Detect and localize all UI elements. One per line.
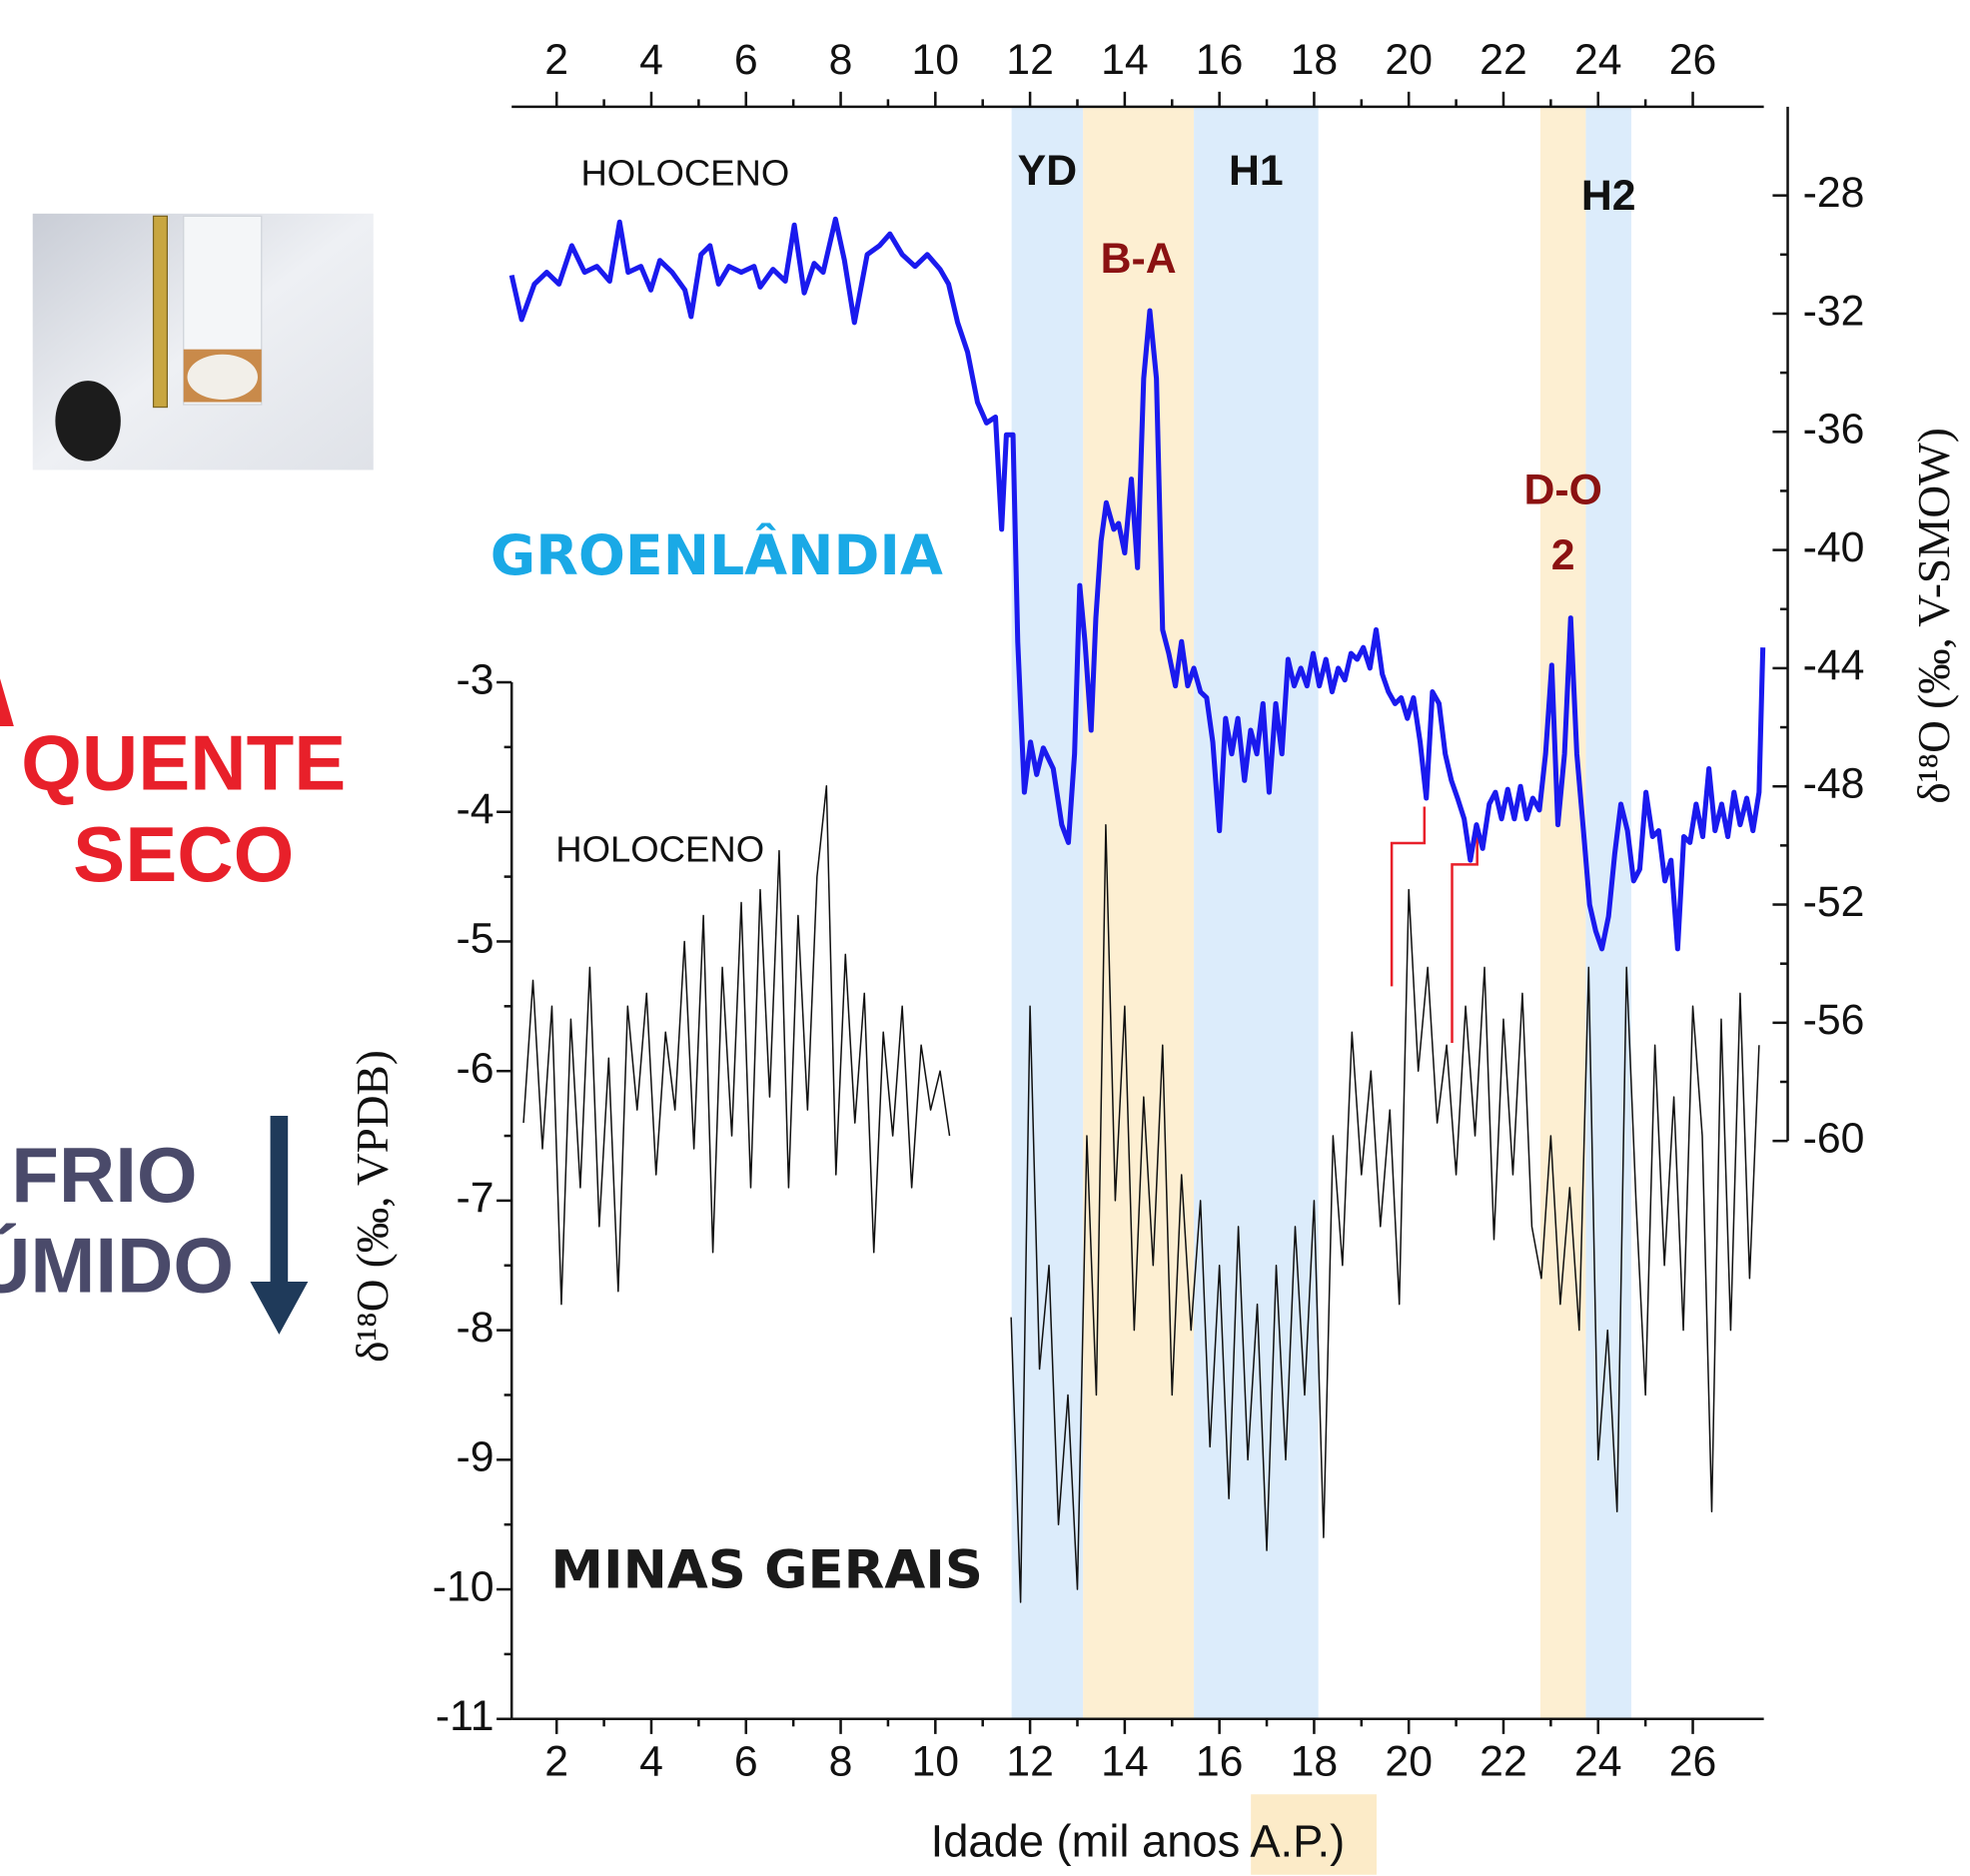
y2-tick-label: -28 [1803, 169, 1865, 217]
shaded-band [1083, 107, 1194, 1719]
y-tick-label: -11 [436, 1692, 494, 1740]
annotation: HOLOCENO [580, 153, 789, 194]
x-tick-label-top: 12 [1006, 36, 1054, 84]
x-tick-label: 20 [1385, 1737, 1433, 1785]
y-tick-label: -7 [457, 1174, 494, 1222]
y2-tick-label: -32 [1803, 287, 1865, 335]
band-label: D-O [1523, 466, 1601, 513]
ice-core-photo [33, 214, 374, 470]
band-label: B-A [1101, 235, 1177, 283]
y-tick-label: -6 [457, 1044, 494, 1092]
y-tick-label: -8 [457, 1304, 494, 1352]
x-tick-label: 16 [1196, 1737, 1244, 1785]
x-tick-label-top: 10 [912, 36, 960, 84]
x-tick-label-top: 2 [544, 36, 568, 84]
x-tick-label-top: 24 [1574, 36, 1622, 84]
warm-label: QUENTE [21, 718, 346, 806]
x-tick-label: 8 [829, 1737, 853, 1785]
series-name: GROENLÂNDIA [491, 523, 943, 588]
cold-label: FRIO [11, 1131, 197, 1219]
x-axis-label: Idade (mil anos A.P.) [931, 1816, 1346, 1867]
y-tick-label: -10 [433, 1562, 494, 1610]
x-tick-label-top: 4 [639, 36, 663, 84]
y2-tick-label: -40 [1803, 523, 1865, 571]
shaded-band [1194, 107, 1319, 1719]
y-tick-label: -9 [457, 1433, 494, 1481]
x-tick-label-top: 8 [829, 36, 853, 84]
y2-tick-label: -56 [1803, 996, 1865, 1044]
x-tick-label-top: 16 [1196, 36, 1244, 84]
band-label: 2 [1551, 531, 1575, 579]
y-tick-label: -4 [457, 785, 494, 833]
y2-tick-label: -36 [1803, 406, 1865, 454]
x-tick-label: 12 [1006, 1737, 1054, 1785]
y2-tick-label: -52 [1803, 878, 1865, 926]
x-tick-label: 26 [1669, 1737, 1717, 1785]
cold-arrow-head [250, 1282, 308, 1335]
shaded-band [1540, 107, 1585, 1719]
band-label: YD [1018, 147, 1077, 195]
x-tick-label-top: 14 [1101, 36, 1149, 84]
x-tick-label: 10 [912, 1737, 960, 1785]
x-tick-label-top: 20 [1385, 36, 1433, 84]
x-tick-label-top: 18 [1291, 36, 1339, 84]
band-label: H2 [1581, 172, 1636, 220]
y-tick-label: -5 [457, 915, 494, 963]
series-name: MINAS GERAIS [550, 1540, 983, 1601]
x-tick-label-top: 22 [1479, 36, 1527, 84]
x-tick-label: 2 [544, 1737, 568, 1785]
figure: QUENTE SECO FRIO ÚMIDO Idade (mil anos A… [0, 0, 1970, 1876]
annotation: HOLOCENO [555, 828, 764, 869]
y2-axis-label: δ¹⁸O (‰, V-SMOW) [1909, 428, 1959, 803]
x-tick-label-top: 26 [1669, 36, 1717, 84]
y-tick-label: -3 [457, 655, 494, 703]
y2-tick-label: -48 [1803, 760, 1865, 808]
y2-tick-label: -60 [1803, 1114, 1865, 1162]
x-tick-label: 4 [639, 1737, 663, 1785]
y-axis-label: δ¹⁸O (‰, VPDB) [348, 1050, 398, 1363]
page: {"side_labels": {"warm": ["QUENTE", "SEC… [0, 0, 1970, 1876]
cold-arrow-shaft [271, 1116, 289, 1286]
x-tick-label: 18 [1291, 1737, 1339, 1785]
band-label: H1 [1229, 147, 1284, 195]
cold-label: ÚMIDO [0, 1222, 234, 1310]
x-tick-label-top: 6 [734, 36, 758, 84]
x-tick-label: 24 [1574, 1737, 1622, 1785]
y2-tick-label: -44 [1803, 641, 1865, 689]
x-tick-label: 22 [1479, 1737, 1527, 1785]
warm-arrow [0, 678, 14, 726]
warm-label: SECO [73, 810, 294, 898]
x-tick-label: 6 [734, 1737, 758, 1785]
x-tick-label: 14 [1101, 1737, 1149, 1785]
